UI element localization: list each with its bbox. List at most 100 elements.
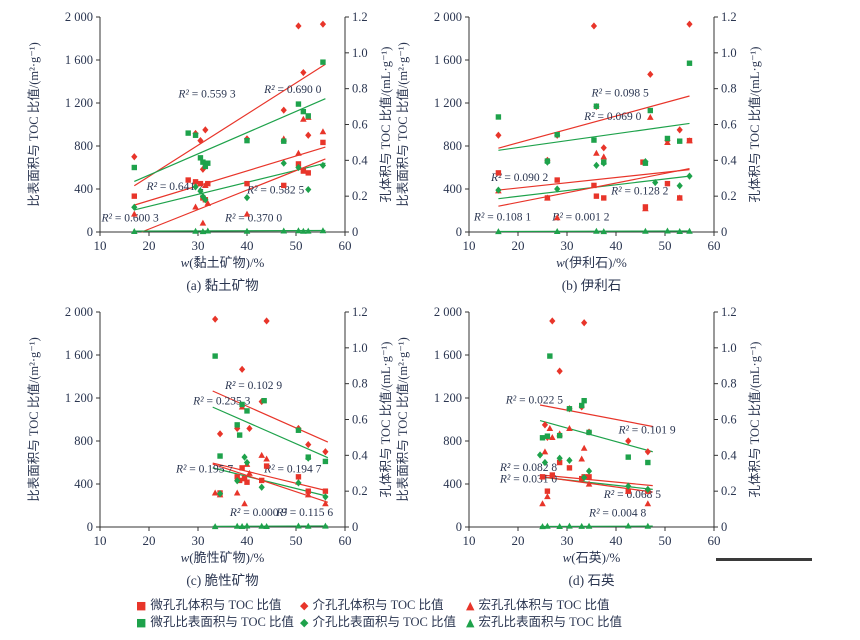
diamond-marker-icon (625, 437, 632, 445)
square-marker-icon (259, 477, 265, 484)
triangle-marker-icon (280, 227, 288, 234)
triangle-marker-icon (295, 522, 302, 529)
square-marker-icon (556, 459, 563, 466)
square-marker-icon (295, 474, 302, 480)
triangle-marker-icon (263, 522, 270, 529)
diamond-marker-icon (549, 317, 556, 325)
trend-line (133, 63, 326, 187)
trend-line (134, 229, 326, 232)
triangle-marker-icon (495, 228, 502, 235)
y-tick-label-right: 1.2 (352, 10, 368, 24)
diamond-marker-icon (305, 454, 312, 462)
subplot-b-chart: 0 400 800 1 200 1 600 2 000 0 0.2 0.4 0.6 0.8 1.0 1.… (395, 10, 762, 293)
triangle-marker-icon (295, 227, 302, 234)
y-axis-title-left: 比表面积与 TOC 比值/(m²·g⁻¹) (395, 42, 410, 207)
square-marker-icon (322, 458, 329, 465)
diamond-marker-icon (192, 183, 199, 191)
r-squared-label: R² = 0.102 9 (224, 380, 282, 392)
triangle-marker-icon (544, 493, 551, 500)
trend-line (134, 146, 326, 206)
diamond-marker-icon (202, 196, 209, 204)
r-squared-label: R² = 0.031 0 (499, 474, 557, 486)
diamond-marker-icon (319, 161, 327, 169)
y-tick-label-right: 0.8 (721, 82, 737, 96)
x-tick-label: 10 (94, 533, 107, 548)
triangle-marker-icon (676, 194, 683, 201)
legend-item-label: 宏孔孔体积与 TOC 比值 (478, 598, 610, 613)
y-axis-title-left: 比表面积与 TOC 比值/(m²·g⁻¹) (26, 337, 41, 502)
subplot-c-chart: 0 400 800 1 200 1 600 2 000 0 0.2 0.4 0.6 0.8 1.0 1.… (26, 305, 393, 588)
triangle-marker-icon (202, 182, 209, 189)
triangle-marker-icon (204, 199, 212, 206)
square-marker-icon (244, 408, 250, 414)
y-tick-label-right: 0.4 (352, 153, 368, 167)
square-marker-icon (234, 474, 240, 480)
triangle-marker-icon (600, 153, 608, 160)
triangle-marker-icon (258, 522, 265, 529)
y-tick-label-right: 1.0 (352, 46, 368, 60)
diamond-marker-icon (322, 448, 329, 456)
triangle-marker-icon (199, 219, 207, 226)
square-marker-icon (539, 435, 546, 441)
square-marker-icon: ■ (136, 599, 147, 612)
subplot-caption: (d) 石英 (568, 572, 615, 588)
x-tick-label: 20 (512, 533, 525, 548)
y-tick-label-right: 0.8 (352, 82, 368, 96)
square-marker-icon (579, 402, 585, 409)
x-tick-label: 40 (241, 238, 254, 253)
diamond-marker-icon (280, 106, 287, 114)
r-squared-label: R² = 0.068 5 (603, 489, 661, 501)
y-tick-label-left: 800 (74, 139, 93, 153)
diamond-marker-icon (305, 185, 312, 194)
x-axis-title: w(伊利石)/% (556, 255, 627, 270)
y-tick-label-right: 0 (352, 225, 358, 239)
legend-item: ◆ 介孔孔体积与 TOC 比值 (300, 598, 466, 613)
square-marker-icon (566, 465, 573, 471)
square-marker-icon (495, 114, 502, 120)
triangle-marker-icon (664, 139, 671, 146)
triangle-marker-icon: ▲ (466, 599, 475, 612)
y-tick-label-right: 1.2 (721, 305, 737, 319)
triangle-marker-icon (243, 210, 251, 217)
y-tick-label-left: 800 (443, 139, 462, 153)
x-tick-label: 10 (463, 238, 476, 253)
r-squared-label: R² = 0.559 3 (177, 88, 235, 100)
r-squared-label: R² = 0.194 7 (263, 463, 321, 475)
r-squared-label: R² = 0.641 2 (146, 181, 204, 193)
diamond-marker-icon (197, 137, 204, 145)
square-marker-icon (234, 422, 240, 428)
y-tick-label-right: 1.0 (352, 341, 368, 355)
triangle-marker-icon (578, 455, 585, 462)
trend-line (134, 98, 326, 183)
x-tick-label: 30 (561, 533, 574, 548)
square-marker-icon (664, 135, 671, 142)
diamond-marker-icon (263, 317, 270, 325)
r-squared-label: R² = 0.098 5 (591, 87, 649, 99)
subplot-d-chart: 0 400 800 1 200 1 600 2 000 0 0.2 0.4 0.6 0.8 1.0 1.… (395, 305, 762, 588)
x-tick-label: 60 (708, 533, 721, 548)
diamond-marker-icon (322, 493, 329, 501)
square-marker-icon (300, 108, 307, 115)
trend-line (539, 474, 653, 487)
triangle-marker-icon: ▲ (466, 616, 475, 629)
y-tick-label-left: 400 (443, 477, 462, 491)
divider-line (716, 558, 812, 561)
y-tick-label-left: 1 600 (65, 348, 93, 362)
y-tick-label-left: 1 200 (65, 391, 93, 405)
y-tick-label-left: 1 200 (65, 96, 93, 110)
diamond-marker-icon (644, 485, 651, 493)
y-tick-label-right: 0.2 (352, 189, 368, 203)
r-squared-label: R² = 0.101 9 (617, 425, 675, 437)
triangle-marker-icon (263, 455, 270, 462)
y-tick-label-left: 1 200 (434, 391, 462, 405)
diamond-marker-icon (241, 453, 248, 461)
x-tick-label: 50 (290, 238, 303, 253)
y-tick-label-right: 1.2 (721, 10, 737, 24)
subplot-a-chart: 0 400 800 1 200 1 600 2 000 0 0.2 0.4 0.6 0.8 1.0 1.… (26, 10, 393, 293)
triangle-marker-icon (204, 227, 212, 234)
y-tick-label-left: 0 (87, 520, 93, 534)
square-marker-icon (556, 432, 563, 439)
square-marker-icon (566, 406, 573, 412)
square-marker-icon (241, 475, 248, 482)
diamond-marker-icon (686, 20, 693, 28)
